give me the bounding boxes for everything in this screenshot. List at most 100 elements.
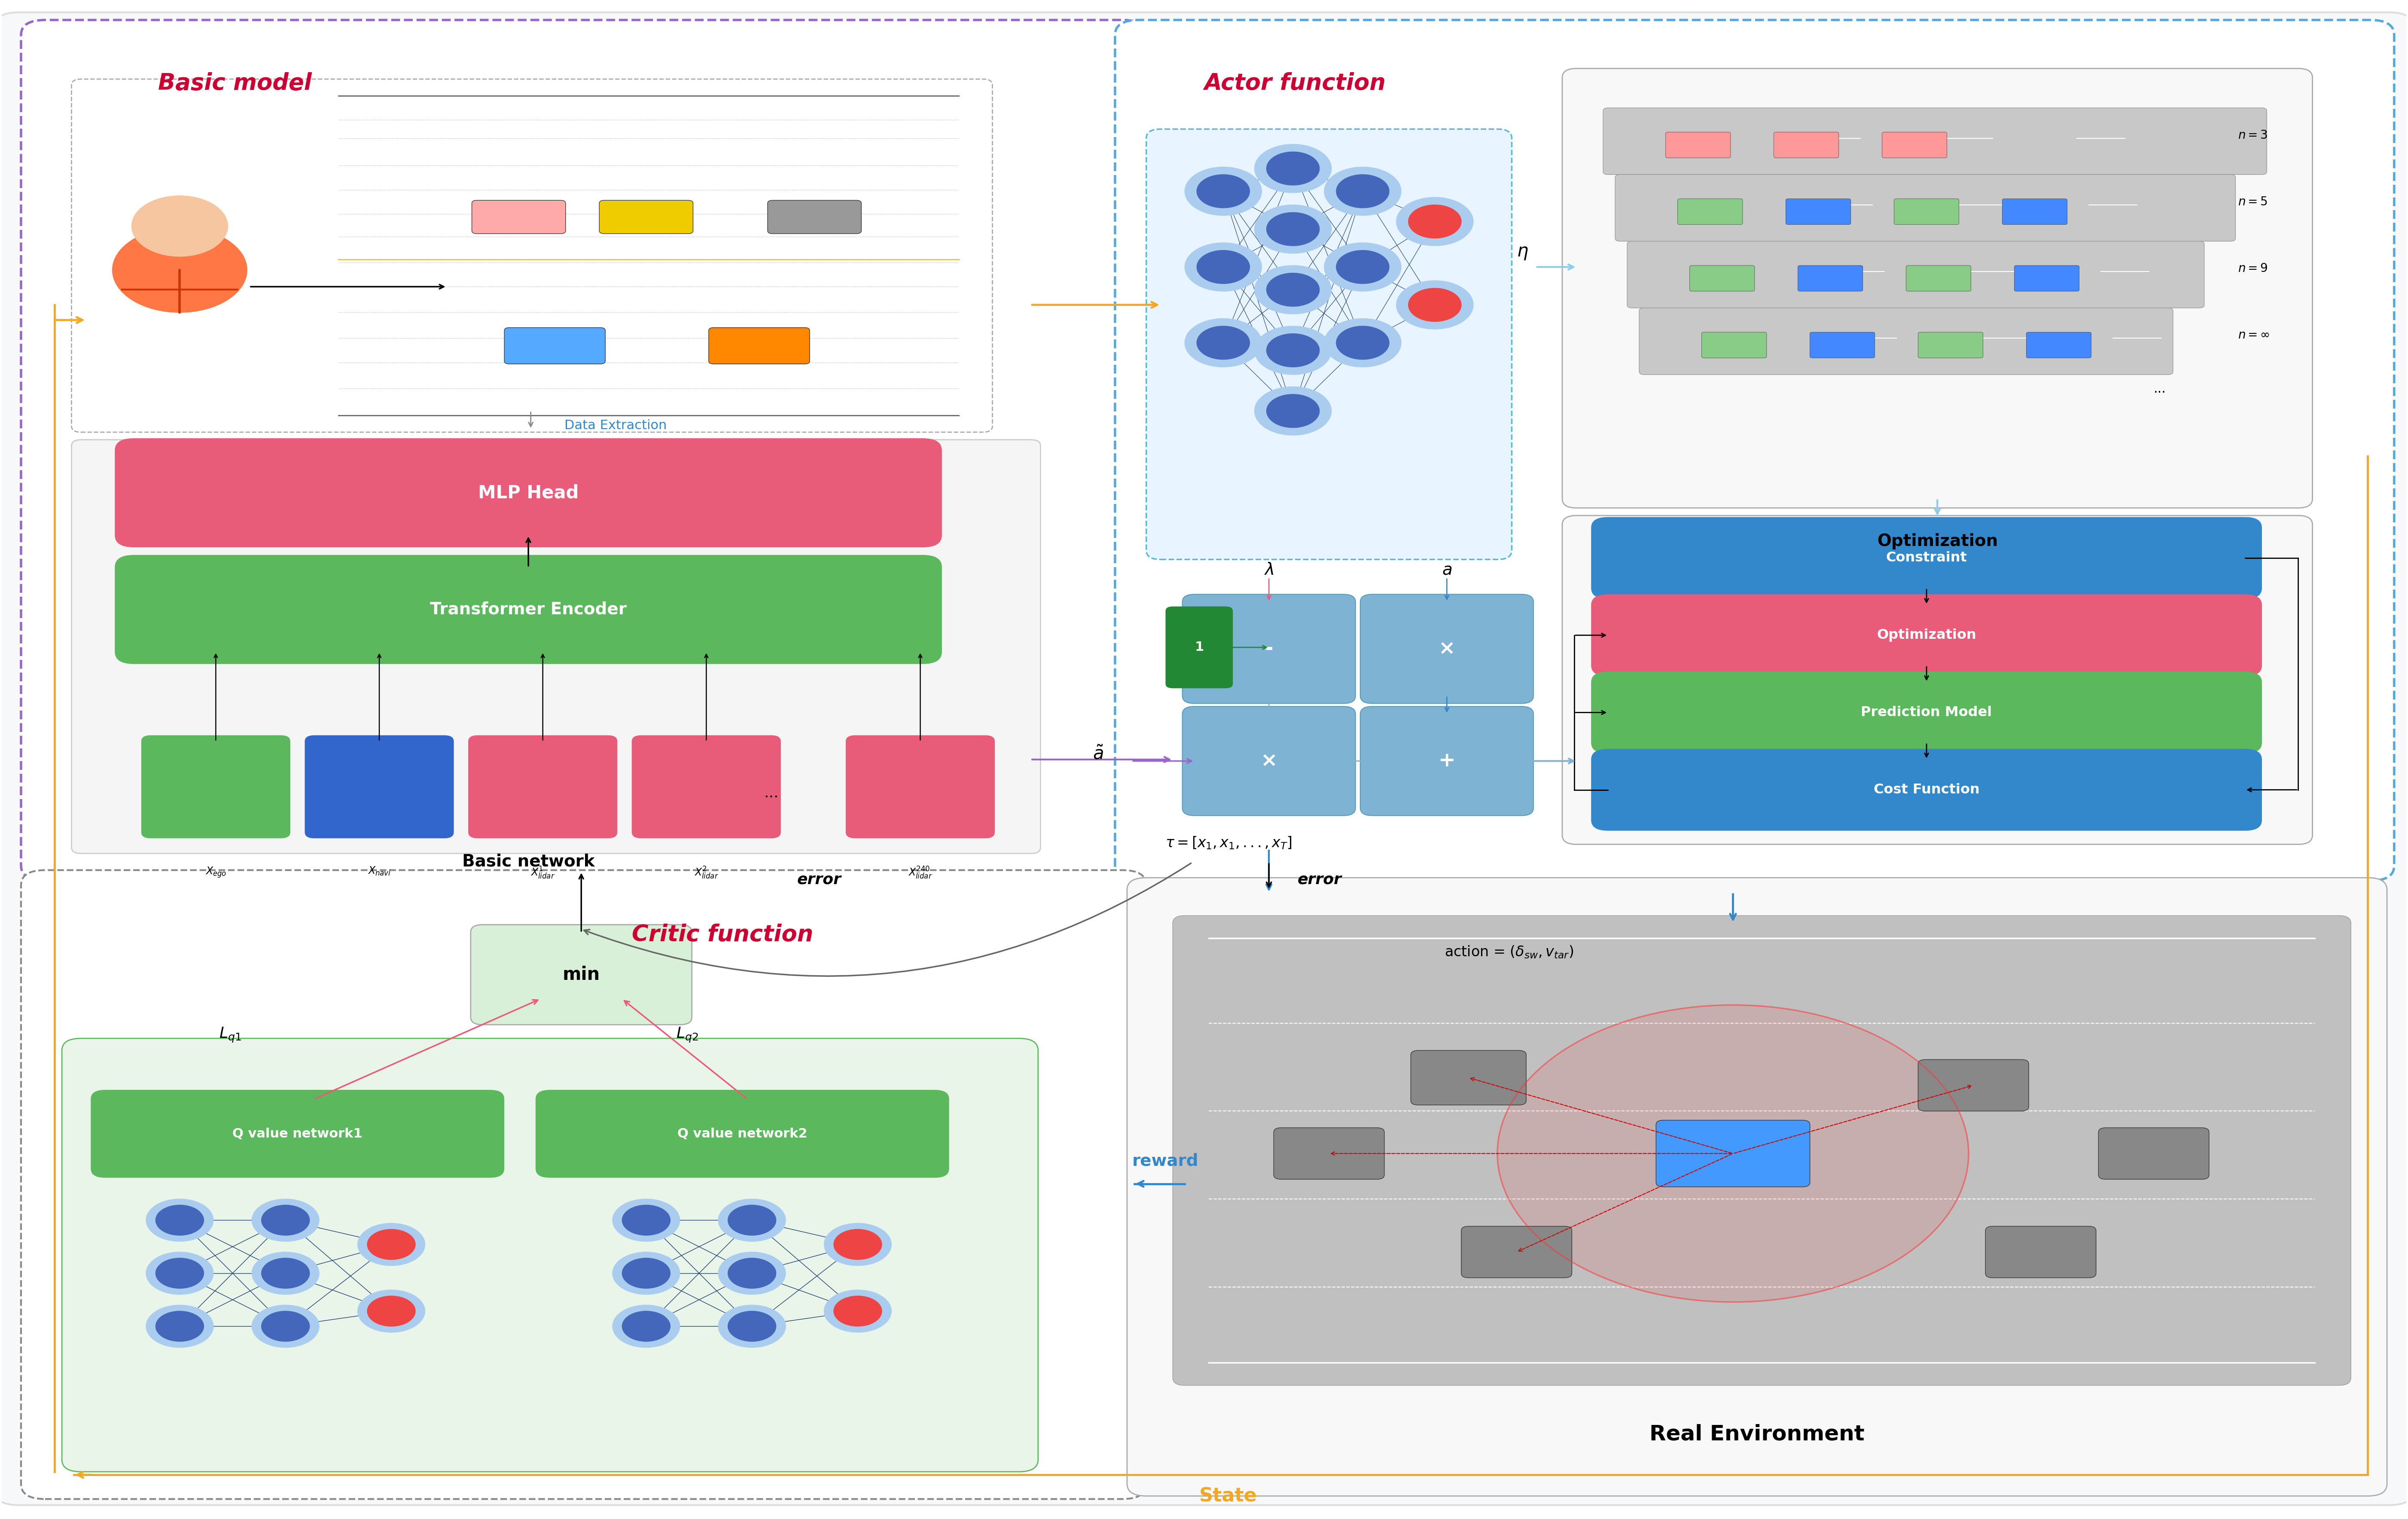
Text: +: + — [1438, 752, 1454, 770]
Circle shape — [1336, 175, 1389, 208]
FancyBboxPatch shape — [600, 201, 694, 234]
Circle shape — [1397, 281, 1474, 330]
Circle shape — [368, 1296, 414, 1326]
Circle shape — [1324, 167, 1401, 216]
FancyBboxPatch shape — [1666, 132, 1731, 158]
FancyBboxPatch shape — [768, 201, 862, 234]
FancyBboxPatch shape — [1987, 1226, 2095, 1277]
FancyBboxPatch shape — [1883, 132, 1948, 158]
Circle shape — [612, 1305, 679, 1347]
Circle shape — [1255, 387, 1332, 436]
Circle shape — [1409, 289, 1462, 322]
FancyBboxPatch shape — [1895, 199, 1960, 225]
Circle shape — [253, 1252, 320, 1294]
Circle shape — [262, 1205, 311, 1235]
Circle shape — [1197, 327, 1250, 360]
Text: $X^1_{lidar}$: $X^1_{lidar}$ — [530, 866, 554, 881]
FancyBboxPatch shape — [92, 1089, 503, 1177]
FancyBboxPatch shape — [1411, 1051, 1527, 1104]
Circle shape — [1255, 205, 1332, 254]
Text: ...: ... — [2153, 383, 2167, 395]
Circle shape — [253, 1198, 320, 1241]
Circle shape — [262, 1311, 311, 1341]
Text: Optimization: Optimization — [1876, 629, 1977, 643]
FancyBboxPatch shape — [1146, 129, 1512, 559]
FancyBboxPatch shape — [1274, 1127, 1385, 1179]
Text: $n = 9$: $n = 9$ — [2237, 263, 2268, 275]
Circle shape — [1324, 243, 1401, 292]
Circle shape — [1336, 251, 1389, 284]
FancyBboxPatch shape — [472, 201, 566, 234]
Text: $\eta$: $\eta$ — [1517, 243, 1529, 261]
Text: Data Extraction: Data Extraction — [563, 419, 667, 431]
Circle shape — [718, 1198, 785, 1241]
Text: ...: ... — [763, 785, 778, 801]
FancyBboxPatch shape — [1604, 108, 2266, 175]
FancyBboxPatch shape — [535, 1089, 949, 1177]
Circle shape — [1197, 251, 1250, 284]
FancyBboxPatch shape — [1182, 706, 1356, 816]
Text: -: - — [1264, 639, 1274, 659]
Text: Transformer Encoder: Transformer Encoder — [431, 602, 626, 618]
FancyBboxPatch shape — [2013, 266, 2078, 292]
FancyBboxPatch shape — [22, 870, 1146, 1499]
Text: $X^2_{lidar}$: $X^2_{lidar}$ — [694, 866, 718, 881]
Text: error: error — [1298, 872, 1341, 887]
Circle shape — [147, 1252, 214, 1294]
Circle shape — [147, 1198, 214, 1241]
FancyBboxPatch shape — [1115, 20, 2394, 881]
FancyBboxPatch shape — [1678, 199, 1743, 225]
Circle shape — [1197, 175, 1250, 208]
FancyBboxPatch shape — [72, 79, 992, 433]
Text: $n = \infty$: $n = \infty$ — [2237, 330, 2271, 342]
FancyBboxPatch shape — [2003, 199, 2066, 225]
Text: Constraint: Constraint — [1885, 551, 1967, 565]
FancyBboxPatch shape — [1462, 1226, 1572, 1277]
FancyBboxPatch shape — [631, 735, 780, 838]
Circle shape — [1267, 273, 1320, 307]
Circle shape — [612, 1252, 679, 1294]
Circle shape — [1185, 243, 1262, 292]
FancyBboxPatch shape — [470, 925, 691, 1025]
Circle shape — [147, 1305, 214, 1347]
Text: error: error — [797, 872, 840, 887]
Text: $n = 3$: $n = 3$ — [2237, 129, 2268, 141]
Circle shape — [1409, 205, 1462, 238]
Text: ×: × — [1438, 639, 1454, 659]
Text: Actor function: Actor function — [1204, 71, 1385, 94]
Circle shape — [1267, 213, 1320, 246]
Circle shape — [359, 1290, 424, 1332]
Text: $\tau = [x_1, x_1, ..., x_T]$: $\tau = [x_1, x_1, ..., x_T]$ — [1165, 835, 1293, 851]
Text: Q value network1: Q value network1 — [234, 1127, 364, 1141]
Text: Prediction Model: Prediction Model — [1861, 706, 1991, 718]
Circle shape — [727, 1258, 775, 1288]
FancyBboxPatch shape — [1919, 333, 1984, 358]
FancyBboxPatch shape — [1563, 515, 2312, 845]
Text: $\tilde{a}$: $\tilde{a}$ — [1093, 746, 1103, 764]
FancyBboxPatch shape — [1919, 1060, 2028, 1110]
Circle shape — [621, 1311, 669, 1341]
FancyBboxPatch shape — [1165, 606, 1233, 688]
Circle shape — [824, 1290, 891, 1332]
Circle shape — [1267, 152, 1320, 185]
FancyBboxPatch shape — [0, 12, 2408, 1505]
Circle shape — [833, 1296, 881, 1326]
Text: Real Environment: Real Environment — [1649, 1423, 1864, 1445]
Circle shape — [1267, 334, 1320, 368]
Text: Critic function: Critic function — [631, 924, 814, 946]
FancyBboxPatch shape — [1628, 242, 2203, 308]
FancyBboxPatch shape — [1592, 749, 2261, 831]
Circle shape — [833, 1229, 881, 1259]
Circle shape — [727, 1205, 775, 1235]
Circle shape — [157, 1258, 205, 1288]
Text: Q value network2: Q value network2 — [677, 1127, 807, 1141]
Circle shape — [113, 228, 248, 313]
Text: Cost Function: Cost Function — [1873, 784, 1979, 796]
Circle shape — [718, 1305, 785, 1347]
Circle shape — [727, 1311, 775, 1341]
FancyBboxPatch shape — [116, 437, 942, 547]
Text: State: State — [1199, 1487, 1257, 1505]
Text: $L_{q2}$: $L_{q2}$ — [677, 1027, 698, 1044]
FancyBboxPatch shape — [1907, 266, 1972, 292]
Text: $\lambda$: $\lambda$ — [1264, 562, 1274, 579]
